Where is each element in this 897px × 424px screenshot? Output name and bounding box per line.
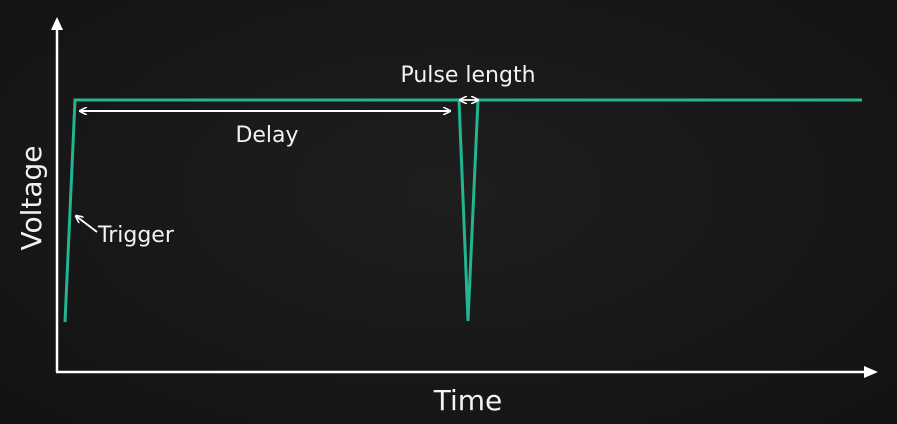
trigger-arrow: [76, 216, 97, 232]
x-axis-arrowhead: [864, 366, 878, 378]
pulse-length-label: Pulse length: [400, 63, 535, 88]
x-axis-label: Time: [433, 384, 503, 417]
trigger-label: Trigger: [97, 223, 175, 248]
signal-trace: [65, 100, 862, 322]
y-axis-arrowhead: [51, 17, 63, 30]
delay-label: Delay: [235, 123, 298, 148]
y-axis-label: Voltage: [15, 145, 48, 250]
